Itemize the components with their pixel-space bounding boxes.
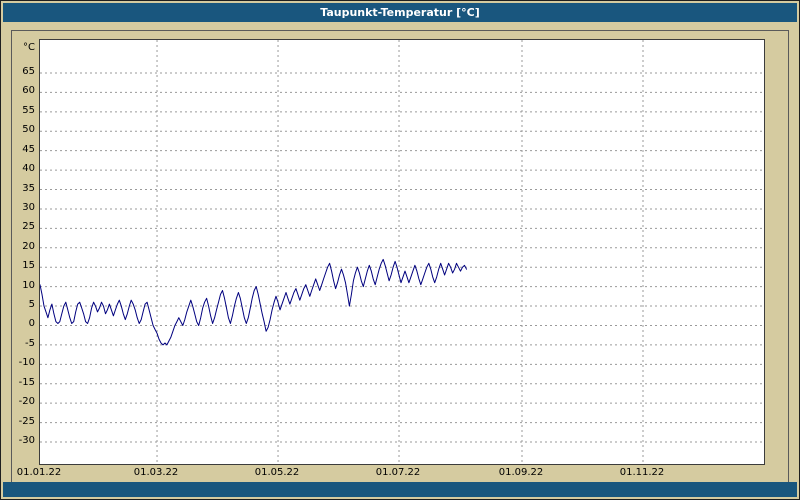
y-tick-label: 15 [22, 260, 35, 272]
y-tick-label: 25 [22, 221, 35, 233]
chart-svg [40, 40, 764, 464]
window-bottombar [3, 482, 797, 497]
y-tick-label: 20 [22, 240, 35, 252]
y-tick-label: -5 [25, 337, 35, 349]
y-tick-label: -25 [18, 415, 35, 427]
y-tick-label: 50 [22, 124, 35, 136]
y-axis-unit-label: °C [23, 42, 35, 53]
y-tick-label: 60 [22, 85, 35, 97]
y-tick-label: 35 [22, 182, 35, 194]
y-tick-label: 10 [22, 279, 35, 291]
y-tick-label: 65 [22, 66, 35, 77]
x-tick-label: 01.11.22 [619, 467, 665, 478]
y-tick-label: 0 [28, 318, 35, 330]
window-title: Taupunkt-Temperatur [°C] [320, 6, 480, 19]
window-titlebar: Taupunkt-Temperatur [°C] [3, 3, 797, 22]
y-tick-label: 55 [22, 104, 35, 116]
y-tick-label: 5 [28, 299, 35, 311]
y-tick-label: -15 [18, 376, 35, 388]
y-tick-label: 40 [22, 163, 35, 175]
series-line [40, 258, 467, 346]
y-tick-label: -20 [18, 396, 35, 408]
x-tick-label: 01.03.22 [133, 467, 179, 478]
x-tick-label: 01.09.22 [498, 467, 544, 478]
x-tick-label: 01.01.22 [16, 467, 62, 478]
chart-plot-area [39, 39, 765, 465]
y-tick-label: -30 [18, 435, 35, 446]
y-tick-label: 30 [22, 201, 35, 213]
y-tick-label: -10 [18, 357, 35, 369]
x-tick-label: 01.05.22 [254, 467, 300, 478]
y-tick-label: 45 [22, 143, 35, 155]
x-tick-label: 01.07.22 [375, 467, 421, 478]
